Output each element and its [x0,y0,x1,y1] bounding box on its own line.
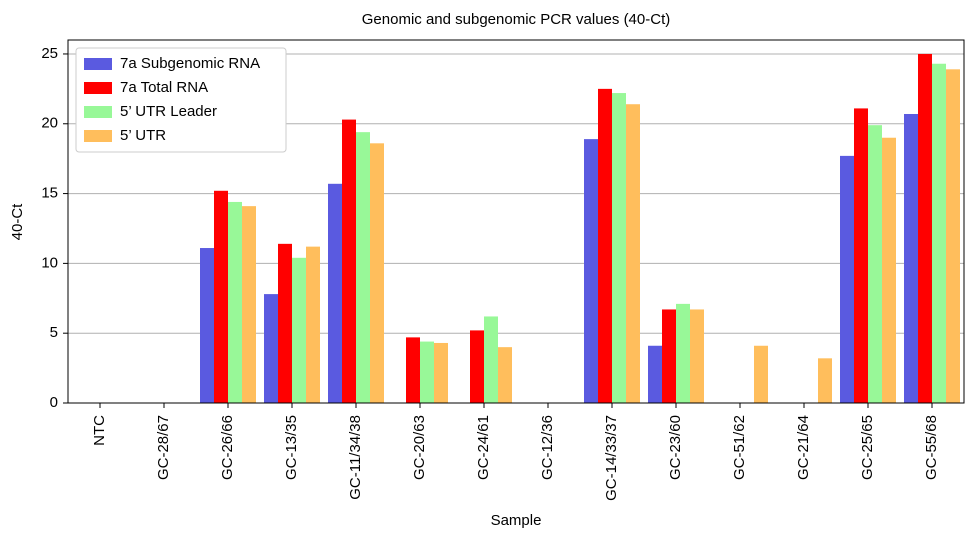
bar [612,93,626,404]
bar [264,294,278,403]
legend-swatch [84,130,112,142]
bar [306,246,320,403]
bar [818,358,832,403]
legend-swatch [84,106,112,118]
y-axis-label: 40-Ct [9,203,26,241]
x-tick-label: NTC [91,415,108,446]
bar [406,337,420,403]
x-tick-label: GC-28/67 [155,415,172,480]
bar [662,309,676,403]
legend-label: 7a Subgenomic RNA [120,55,260,72]
bar [498,347,512,403]
x-tick-label: GC-24/61 [475,415,492,480]
bar [214,190,228,403]
bar [470,330,484,403]
bar [868,125,882,404]
y-tick-label: 20 [41,115,58,132]
legend-label: 5’ UTR [120,127,166,144]
x-tick-label: GC-13/35 [283,415,300,480]
bar [356,132,370,403]
bar [278,243,292,403]
plot-frame [67,39,965,404]
y-tick-label: 5 [50,324,58,341]
bar [840,155,854,403]
legend-frame [75,47,287,153]
bar [918,53,932,403]
bar [946,69,960,404]
bar [370,143,384,404]
x-tick-label: GC-11/34/38 [347,415,364,500]
bar [882,137,896,403]
x-tick-label: GC-51/62 [731,415,748,480]
x-axis-label: Sample [491,512,542,529]
legend-swatch [84,82,112,94]
x-tick-label: GC-20/63 [411,415,428,480]
bar [200,248,214,403]
y-tick-label: 0 [50,394,58,411]
x-tick-label: GC-25/65 [859,415,876,480]
legend: 7a Subgenomic RNA 7a Total RNA 5’ UTR Lead… [75,47,287,153]
y-tick-label: 25 [41,45,58,62]
bar [904,113,918,403]
bar [754,345,768,403]
legend-label: 7a Total RNA [120,79,208,96]
bar [648,345,662,403]
bar [292,257,306,403]
bar [228,201,242,403]
bar [854,108,868,404]
bar [328,183,342,403]
y-tick-label: 10 [41,254,58,271]
bar [420,341,434,403]
legend-swatch [84,58,112,70]
x-tick-label: GC-21/64 [795,415,812,480]
x-tick-label: GC-55/68 [923,415,940,480]
legend-label: 5’ UTR Leader [120,103,217,120]
x-tick-label: GC-26/66 [219,415,236,480]
bar [434,342,448,403]
bar [598,88,612,403]
x-tick-label: GC-23/60 [667,415,684,480]
bar [626,104,640,403]
bar [242,206,256,403]
chart-title: Genomic and subgenomic PCR values (40-Ct… [362,11,670,28]
bar [932,63,946,403]
bar [676,303,690,403]
x-tick-label: GC-12/36 [539,415,556,480]
bar [342,119,356,403]
bar [484,316,498,403]
bar [690,309,704,403]
x-tick-label: GC-14/33/37 [603,415,620,501]
bar [584,139,598,403]
y-tick-label: 15 [41,185,58,202]
